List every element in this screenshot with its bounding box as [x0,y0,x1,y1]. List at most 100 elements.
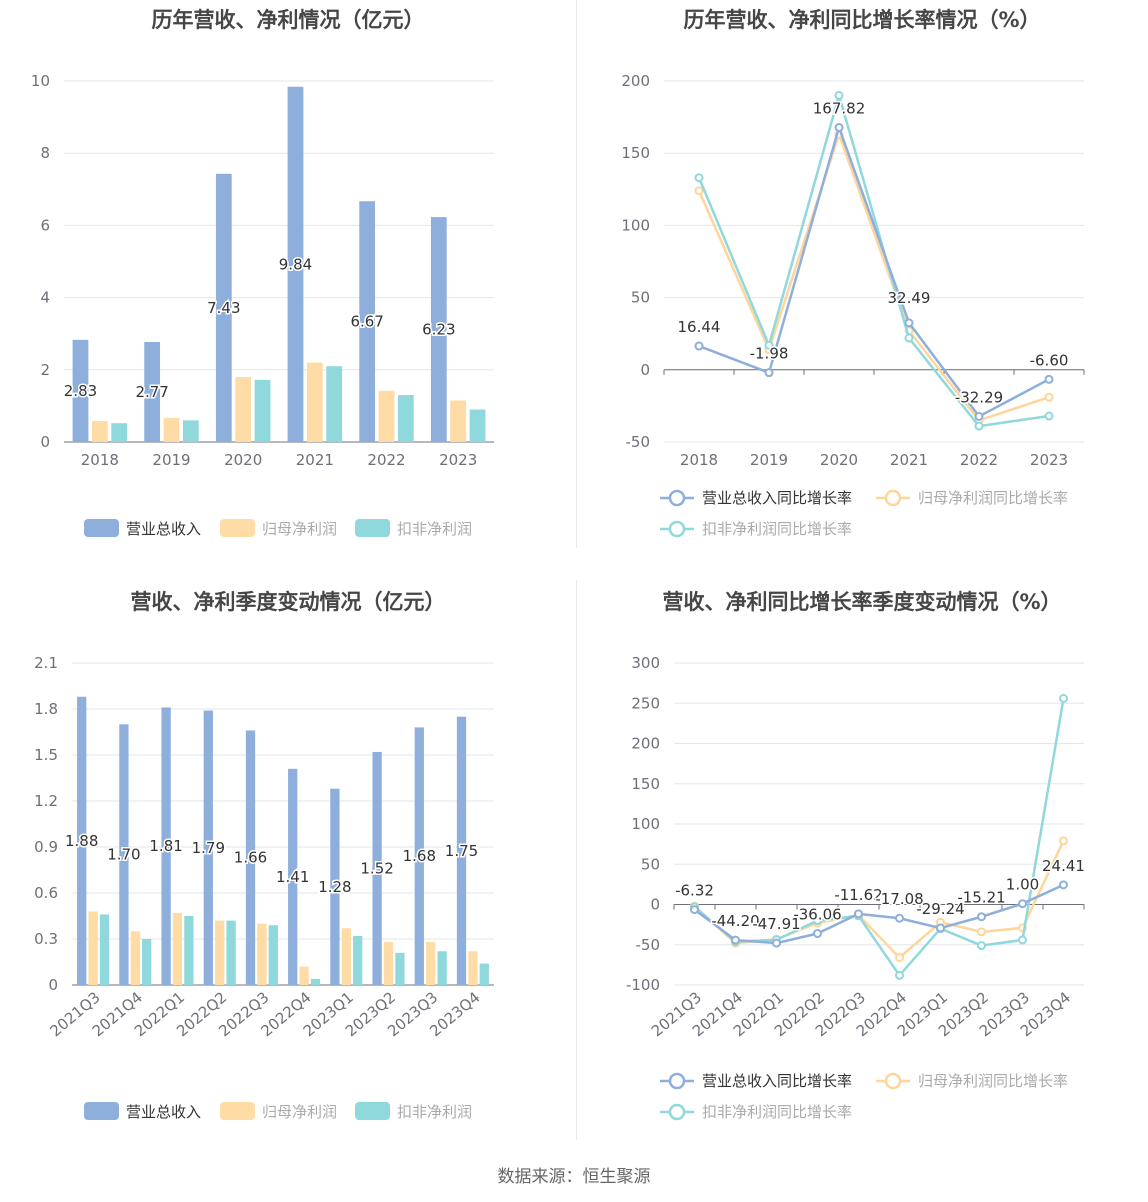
data-point [1044,374,1054,384]
data-point [904,333,914,343]
data-label: 1.52 [360,859,393,877]
data-label: 2.83 [64,382,97,400]
legend-label: 归母净利润 [262,1103,337,1121]
x-tick-label: 2018 [81,451,119,469]
chart-title: 历年营收、净利情况（亿元） [151,8,425,32]
data-point [977,941,986,951]
data-point [731,935,740,945]
data-label: 16.44 [678,318,721,336]
bar-revenue [456,716,467,985]
data-point [1018,935,1027,945]
bar-revenue [330,788,340,985]
bar-net-profit [235,377,252,442]
bar-net-profit [378,390,395,442]
y-tick-label: 100 [631,815,660,833]
data-point [977,927,986,937]
y-tick-label: 2 [40,361,50,379]
x-tick-label: 2023 [439,451,477,469]
chart-title: 营收、净利同比增长率季度变动情况（%） [662,590,1062,614]
bar-deducted-profit [268,925,278,985]
bar-revenue [372,751,382,985]
bar-deducted-profit [326,366,343,442]
y-tick-label: 0 [650,896,660,914]
bar-revenue [288,768,298,985]
y-tick-label: 200 [621,72,650,90]
legend-swatch [84,1102,119,1120]
bar-revenue [359,201,376,442]
legend-swatch [84,519,119,537]
data-label: 167.82 [813,99,866,117]
x-tick-label: 2022 [960,451,998,469]
legend-swatch [220,1102,255,1120]
data-point [813,929,822,939]
chart-title: 历年营收、净利同比增长率情况（%） [683,8,1041,32]
data-label: 1.68 [403,847,436,865]
bar-revenue [119,724,129,985]
quarterly-revenue-profit-chart: 00.30.60.91.21.51.82.12021Q32021Q42022Q1… [34,654,494,1121]
annual-growth-rate-chart: -50 0 50 100 150 200 2018 2019 2020 2021 2022 2023 1… [621,72,1085,538]
legend-marker [668,489,686,507]
y-tick-label: 150 [621,144,650,162]
data-point [690,905,699,915]
bar-net-profit [299,966,309,985]
x-tick-label: 2020 [820,451,858,469]
bar-net-profit [383,942,394,985]
legend-swatch [355,1102,390,1120]
data-point [834,90,844,100]
data-label: 1.41 [276,868,309,886]
x-tick-label: 2023 [1030,451,1068,469]
y-tick-label: 4 [40,289,50,307]
annual-revenue-profit-chart: 0 2 4 6 8 10 2018 2019 2020 2021 2022 2023 2.83 2.77 7… [31,72,494,538]
data-label: -44.20 [711,912,759,930]
bar-deducted-profit [479,963,489,985]
data-label: -47.91 [752,915,800,933]
y-tick-label: 1.2 [34,792,58,810]
data-label: 1.00 [1006,876,1039,894]
bar-deducted-profit [184,916,194,985]
data-point [694,186,704,196]
data-point [764,340,774,350]
data-label: 1.81 [149,837,182,855]
bar-deducted-profit [469,409,486,442]
bar-deducted-profit [310,978,321,985]
quarterly-revenue-profit-panel: 营收、净利季度变动情况（亿元） 0 0.3 0.6 0.9 1.2 1.5 1.8 2.1 20… [0,580,576,1140]
data-label: 24.41 [1042,857,1085,875]
bar-deducted-profit [226,920,236,985]
x-tick-label: 2019 [152,451,190,469]
series-line-deducted-profit-growth [693,698,1065,978]
y-tick-label: 0 [640,361,650,379]
y-tick-label: 10 [31,72,50,90]
data-label: 1.66 [234,849,267,867]
quarterly-growth-rate-panel: 营收、净利同比增长率季度变动情况（%） -100 -50 0 50 100 150 200 2… [576,580,1148,1140]
legend-label: 扣非净利润 [397,520,472,538]
bar-revenue [215,173,232,443]
bar-net-profit [306,362,323,442]
panel-divider-top [576,0,577,548]
data-label: 1.70 [107,846,140,864]
data-label: -6.60 [1030,351,1069,369]
series-line-revenue-growth [693,883,1065,945]
bar-revenue [245,730,256,985]
bar-net-profit [91,421,108,442]
y-tick-label: 0 [40,433,50,451]
data-label: 7.43 [207,299,240,317]
data-point [974,411,984,421]
bar-revenue [161,707,171,985]
data-point [1044,411,1054,421]
x-tick-label: 2022 [367,451,405,469]
bar-revenue [72,339,89,442]
data-label: 1.75 [445,842,478,860]
bar-net-profit [450,400,467,442]
data-point [772,938,781,948]
y-tick-label: 150 [631,775,660,793]
bar-net-profit [426,942,436,985]
panel-divider-bottom [576,580,577,1140]
y-tick-label: 250 [631,694,660,712]
bar-deducted-profit [437,951,447,985]
data-label: -36.06 [793,906,841,924]
legend-label: 营业总收入同比增长率 [702,1072,852,1090]
series-line-net-profit-growth [697,130,1050,422]
bar-revenue [430,217,447,442]
data-point [1044,392,1054,402]
x-tick-label: 2020 [224,451,262,469]
